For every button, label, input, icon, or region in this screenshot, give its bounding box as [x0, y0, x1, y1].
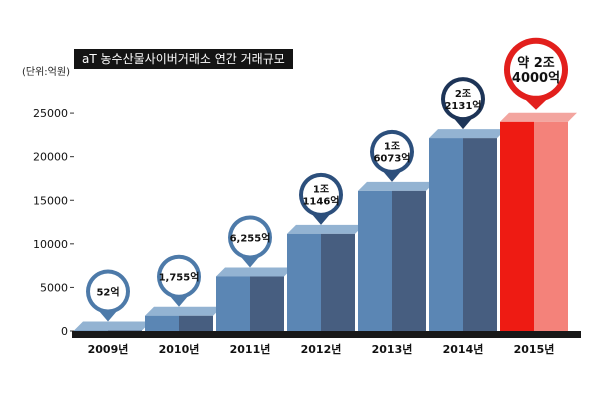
x-tick-label: 2009년 [88, 342, 129, 356]
data-label: 약 2조 [517, 55, 555, 71]
x-tick-label: 2013년 [372, 342, 413, 356]
bar-side-face [534, 121, 568, 331]
value-marker: 1,755억 [157, 254, 201, 307]
bar-front-face [145, 315, 179, 331]
data-label: 4000억 [512, 71, 560, 86]
chart-title: aT 농수산물사이버거래소 연간 거래규모 [74, 49, 293, 69]
y-tick-label: 10000 [33, 238, 68, 251]
bar-side-face [321, 233, 355, 331]
x-axis-band [72, 331, 581, 338]
bar [74, 321, 151, 331]
marker-face [374, 133, 410, 170]
bar-top-face [500, 112, 577, 122]
x-tick-label: 2012년 [301, 342, 342, 356]
bar [429, 129, 506, 331]
marker-face [510, 43, 562, 96]
bar [500, 112, 577, 331]
bar-side-face [463, 138, 497, 331]
marker-face [90, 273, 126, 310]
marker-face [232, 219, 268, 256]
data-label: 2조 [455, 88, 471, 100]
y-axis: 0 5000 10000 15000 20000 25000 [33, 107, 74, 338]
marker-face [445, 81, 481, 118]
bar-side-face [392, 190, 426, 331]
bar-top-face [358, 181, 435, 191]
data-label: 6,255억 [230, 232, 271, 244]
data-label: 1조 [384, 141, 400, 153]
bar [145, 306, 222, 331]
y-tick-label: 15000 [33, 194, 68, 207]
data-label: 52억 [96, 286, 119, 298]
y-tick-label: 0 [61, 325, 68, 338]
data-label: 1146억 [302, 196, 339, 208]
y-tick-label: 5000 [40, 281, 68, 294]
bar-front-face [216, 276, 250, 331]
marker-face [161, 258, 197, 295]
unit-label: (단위:억원) [22, 67, 70, 78]
bar-front-face [429, 138, 463, 331]
bar-front-face [500, 121, 534, 331]
y-tick-label: 25000 [33, 107, 68, 120]
x-axis-labels: 2009년 2010년 2011년 2012년 2013년 2014년 2015년 [88, 342, 555, 356]
bar [287, 224, 364, 331]
bar [358, 181, 435, 331]
data-label: 1,755억 [159, 272, 200, 284]
x-tick-label: 2010년 [159, 342, 200, 356]
bar-top-face [429, 129, 506, 139]
x-tick-label: 2014년 [443, 342, 484, 356]
bar-side-face [250, 276, 284, 331]
bar-front-face [358, 190, 392, 331]
x-tick-label: 2015년 [514, 342, 555, 356]
y-tick-label: 20000 [33, 151, 68, 164]
bar-top-face [145, 306, 222, 316]
value-marker: 52억 [86, 269, 130, 322]
value-marker: 6,255억 [228, 215, 272, 268]
marker-face [303, 176, 339, 213]
bar-front-face [287, 233, 321, 331]
data-label: 6073억 [373, 153, 410, 165]
bar [216, 267, 293, 331]
data-label: 2131억 [444, 100, 481, 112]
bar-top-face [74, 321, 151, 331]
axis-band [72, 331, 581, 338]
bar-top-face [216, 267, 293, 277]
data-label: 1조 [313, 184, 329, 196]
bar-side-face [179, 315, 213, 331]
bar-top-face [287, 224, 364, 234]
x-tick-label: 2011년 [230, 342, 271, 356]
bar-series [74, 112, 577, 331]
